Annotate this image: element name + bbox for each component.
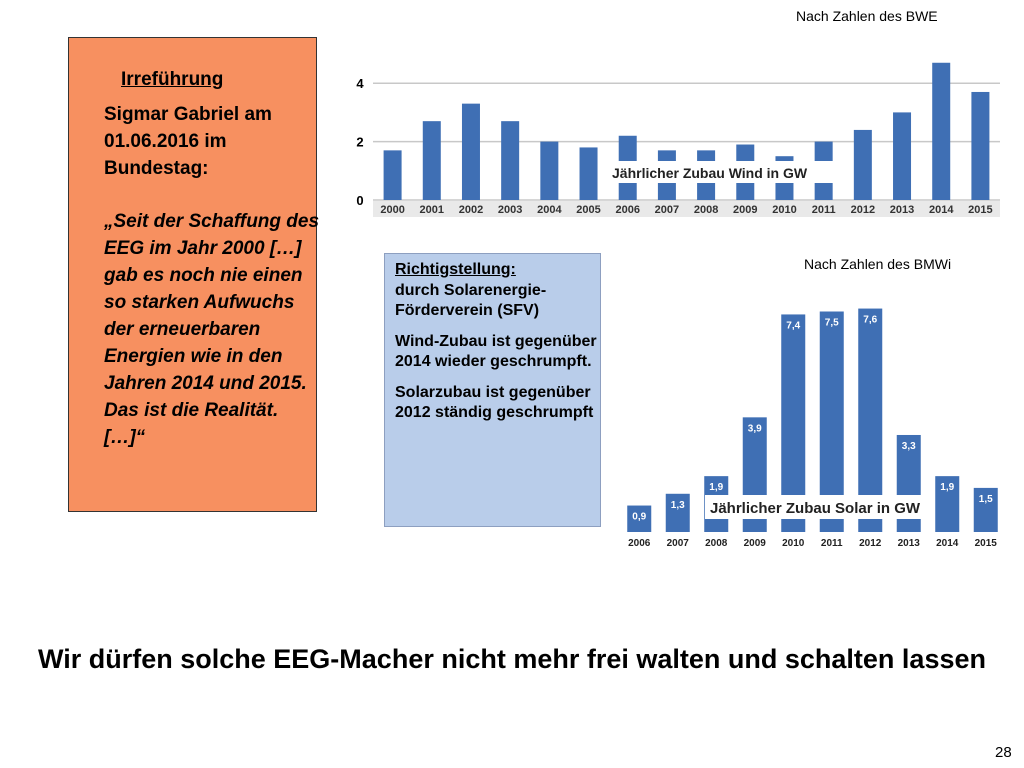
- wind-bar: [461, 103, 480, 200]
- solar-value-label: 7,6: [863, 315, 877, 326]
- correction-line1: durch Solarenergie-: [395, 281, 547, 299]
- wind-bar: [932, 62, 951, 201]
- solar-source-note: Nach Zahlen des BMWi: [804, 256, 952, 272]
- wind-bar: [540, 141, 559, 200]
- wind-xtick-label: 2013: [890, 204, 914, 216]
- wind-xtick-label: 2005: [576, 204, 600, 216]
- solar-xtick-label: 2010: [782, 538, 805, 549]
- solar-caption: Jährlicher Zubau Solar in GW: [710, 500, 921, 517]
- solar-value-label: 1,5: [979, 494, 993, 505]
- solar-xtick-label: 2012: [859, 538, 882, 549]
- wind-caption-bg: [610, 161, 835, 183]
- solar-xtick-label: 2008: [705, 538, 728, 549]
- wind-xtick-label: 2006: [615, 204, 639, 216]
- wind-xtick-label: 2014: [929, 204, 954, 216]
- solar-xtick-label: 2011: [821, 538, 843, 549]
- solar-chart: 0,9 1,3 1,9 3,9 7,4 7,5 7,6 3,3 1,9 1,5 2006 2007 2…: [627, 308, 998, 549]
- solar-value-label: 1,3: [671, 500, 685, 511]
- quote-speaker: Sigmar Gabriel am 01.06.2016 im Bundesta…: [104, 104, 272, 179]
- solar-xtick-label: 2014: [936, 538, 959, 549]
- solar-value-label: 7,4: [786, 320, 800, 331]
- solar-xtick-label: 2006: [628, 538, 651, 549]
- wind-xtick-label: 2000: [380, 204, 404, 216]
- solar-xtick-label: 2009: [744, 538, 767, 549]
- wind-xtick-label: 2008: [694, 204, 718, 216]
- wind-bar: [853, 129, 872, 200]
- wind-caption: Jährlicher Zubau Wind in GW: [612, 165, 808, 181]
- wind-xtick-label: 2007: [655, 204, 679, 216]
- solar-bar: [935, 476, 960, 532]
- wind-bar: [422, 121, 441, 200]
- solar-bar: [665, 493, 690, 532]
- footer-statement: Wir dürfen solche EEG-Macher nicht mehr …: [38, 644, 986, 674]
- wind-xaxis-band: [373, 201, 1000, 217]
- wind-xtick-label: 2002: [459, 204, 483, 216]
- solar-value-label: 3,3: [902, 441, 916, 452]
- solar-value-label: 7,5: [825, 318, 839, 329]
- wind-xtick-label: 2010: [772, 204, 796, 216]
- wind-xtick-label: 2012: [851, 204, 875, 216]
- wind-bar: [383, 150, 402, 200]
- correction-box: Richtigstellung: durch Solarenergie- För…: [384, 253, 601, 527]
- wind-xtick-label: 2011: [812, 204, 836, 216]
- solar-value-label: 1,9: [709, 482, 723, 493]
- wind-bar: [579, 147, 598, 200]
- wind-xtick-label: 2003: [498, 204, 522, 216]
- solar-value-label: 1,9: [940, 482, 954, 493]
- quote-heading: Irreführung: [121, 69, 224, 90]
- wind-chart: 0 2 4 2000 2001 2002 2003 2004 2005 2006 2007 2008…: [356, 62, 1000, 217]
- solar-bar: [973, 487, 998, 532]
- wind-source-note: Nach Zahlen des BWE: [796, 8, 938, 24]
- wind-ytick-label: 0: [356, 193, 363, 208]
- wind-xtick-label: 2015: [968, 204, 992, 216]
- solar-xtick-label: 2015: [975, 538, 998, 549]
- wind-bar: [501, 121, 520, 200]
- wind-xtick-label: 2009: [733, 204, 757, 216]
- solar-value-label: 0,9: [632, 512, 646, 523]
- solar-value-label: 3,9: [748, 423, 762, 434]
- correction-solar: Solarzubau ist gegenüber 2012 ständig ge…: [395, 383, 594, 422]
- correction-line2: Förderverein (SFV): [395, 302, 540, 319]
- solar-xtick-label: 2013: [898, 538, 921, 549]
- wind-xtick-label: 2001: [420, 204, 444, 216]
- wind-bar: [893, 112, 912, 200]
- wind-bar: [971, 91, 990, 200]
- wind-ytick-label: 4: [356, 76, 364, 91]
- wind-xtick-label: 2004: [537, 204, 562, 216]
- solar-bar: [627, 505, 652, 532]
- correction-heading: Richtigstellung:: [395, 261, 516, 278]
- correction-wind: Wind-Zubau ist gegenüber 2014 wieder ges…: [395, 332, 597, 371]
- quote-text: „Seit der Schaffung des EEG im Jahr 2000…: [104, 211, 320, 448]
- solar-caption-bg: [705, 495, 930, 519]
- solar-bar: [858, 308, 883, 532]
- solar-xtick-label: 2007: [667, 538, 690, 549]
- quote-box: Irreführung Sigmar Gabriel am 01.06.2016…: [68, 37, 319, 512]
- page-number: 28: [995, 744, 1012, 761]
- wind-ytick-label: 2: [356, 135, 363, 150]
